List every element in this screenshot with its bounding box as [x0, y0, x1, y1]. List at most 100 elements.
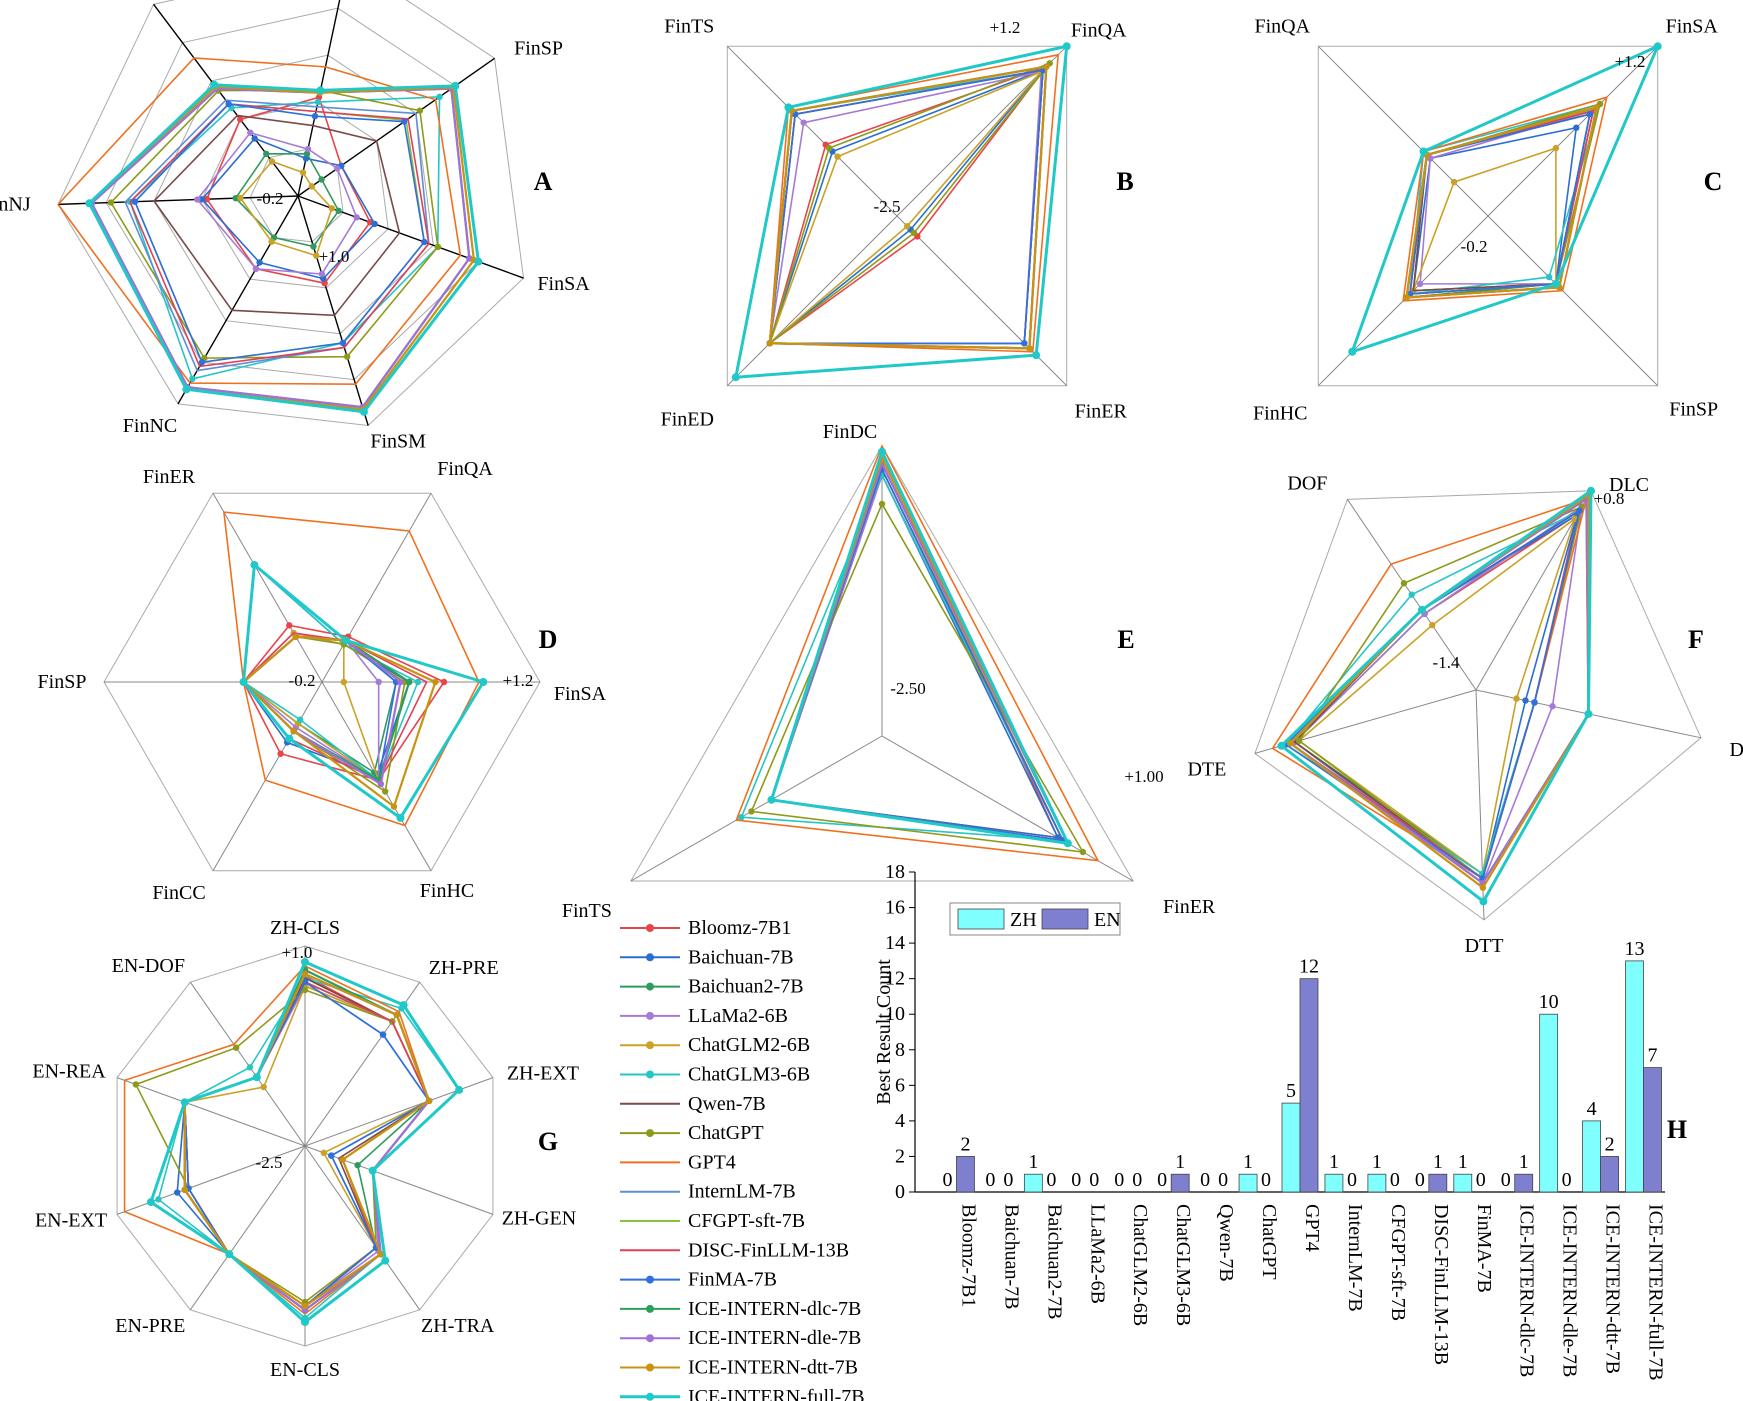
radar-panel-E: FinDC FinER FinTS -2.50 +1.00 E	[562, 421, 1216, 922]
bar-value-label: 1	[1372, 1151, 1382, 1173]
radar-point	[313, 252, 320, 259]
radar-point	[301, 986, 309, 994]
x-tick-label: LLaMa2-6B	[1086, 1204, 1108, 1304]
radar-series-ICE-INTERN-dlc-7B	[770, 460, 1070, 845]
radar-point	[393, 1011, 400, 1019]
radar-point	[416, 107, 424, 114]
radar-spoke	[1317, 45, 1489, 217]
bar-value-label: 0	[985, 1169, 995, 1191]
radar-series-Baichuan2-7B	[234, 152, 340, 248]
radar-axis-label: DTE	[1187, 758, 1226, 780]
legend-label: GPT4	[688, 1151, 736, 1173]
radar-series-ICE-INTERN-dlc-7B	[90, 87, 471, 409]
radar-point	[299, 169, 307, 176]
radar-point	[194, 196, 201, 203]
radar-axis-label: FinSP	[514, 37, 563, 59]
radar-spoke	[304, 1077, 494, 1147]
radar-series-Qwen-7B	[153, 114, 401, 317]
radar-point	[256, 259, 263, 266]
legend-label: ICE-INTERN-dtt-7B	[688, 1357, 858, 1379]
bar-value-label: 0	[1200, 1169, 1210, 1191]
radar-max-label: +1.0	[319, 247, 350, 266]
bar-legend: ZH EN	[949, 902, 1121, 936]
radar-axis-label: FinTS	[562, 900, 612, 922]
radar-spoke	[116, 1077, 306, 1147]
radar-min-label: -0.2	[257, 189, 284, 208]
radar-point	[286, 622, 293, 629]
radar-series-ICE-INTERN-dle-7B	[1288, 496, 1590, 885]
radar-point	[301, 970, 309, 978]
radar-series-GPT4	[1402, 96, 1608, 302]
radar-spoke	[58, 195, 299, 206]
radar-min-label: -1.4	[1433, 653, 1460, 672]
panel-letter-H: H	[1667, 1115, 1687, 1144]
radar-point	[1584, 709, 1593, 718]
radar-point	[250, 560, 259, 569]
radar-point	[354, 1161, 361, 1169]
radar-point	[1416, 280, 1424, 288]
panel-letter-F: F	[1688, 625, 1704, 654]
radar-point	[381, 1256, 390, 1265]
radar-axis-label: EN-REA	[32, 1061, 106, 1083]
radar-point	[371, 220, 378, 228]
radar-point	[246, 1064, 254, 1071]
y-tick-label: 6	[895, 1074, 905, 1096]
radar-point	[132, 1081, 140, 1088]
radar-axis-label: FinED	[661, 409, 714, 431]
radar-point	[910, 229, 918, 237]
radar-axis-label: DOF	[1287, 472, 1327, 494]
bar-ZH	[1453, 1173, 1473, 1193]
x-tick-label: ICE-INTERN-dlc-7B	[1516, 1204, 1538, 1377]
legend-marker	[646, 924, 654, 932]
legend-entry: CFGPT-sft-7B	[620, 1210, 805, 1232]
legend-label: ChatGPT	[688, 1122, 764, 1144]
radar-point	[731, 373, 740, 382]
radar-point	[1295, 737, 1303, 744]
legend-entry: ICE-INTERN-dlc-7B	[620, 1298, 861, 1320]
radar-point	[292, 633, 300, 640]
radar-point	[1429, 621, 1436, 629]
panel-letter-G: G	[538, 1127, 558, 1156]
bar-legend-label: EN	[1094, 909, 1121, 931]
radar-point	[379, 1031, 387, 1038]
radar-point	[1419, 147, 1428, 156]
legend-marker	[646, 1041, 654, 1050]
radar-point	[290, 727, 297, 735]
radar-point	[341, 636, 350, 645]
radar-panel-G: ZH-CLS ZH-PRE ZH-EXT ZH-GEN ZH-TRA EN-CLS EN-P…	[32, 917, 579, 1381]
bar-value-label: 0	[1390, 1169, 1400, 1191]
radar-series-GPT4	[57, 57, 462, 386]
radar-point	[738, 814, 745, 821]
legend-marker	[646, 1392, 654, 1401]
bar-ZH	[1324, 1173, 1344, 1193]
radar-point	[1408, 591, 1415, 598]
legend-entry: ChatGPT	[620, 1122, 764, 1144]
radar-grid-ring	[153, 54, 434, 335]
radar-point	[237, 194, 244, 202]
bar-legend-label: ZH	[1010, 909, 1037, 931]
radar-point	[285, 734, 294, 743]
radar-point	[314, 98, 322, 106]
radar-max-label: +1.0	[282, 943, 313, 962]
radar-max-label: +1.2	[990, 18, 1021, 37]
radar-point	[368, 1166, 377, 1175]
radar-point	[1479, 884, 1487, 891]
bar-EN	[1170, 1173, 1190, 1193]
legend-entry: DISC-FinLLM-13B	[620, 1239, 849, 1261]
radar-point	[1277, 741, 1286, 750]
bar-value-label: 0	[1089, 1169, 1099, 1191]
radar-axis-label: FinNC	[123, 415, 177, 437]
y-tick-label: 8	[895, 1039, 905, 1061]
radar-spoke	[177, 195, 299, 405]
radar-max-label: +1.2	[1615, 52, 1646, 71]
bar-value-label: 1	[1433, 1151, 1443, 1173]
radar-point	[421, 238, 428, 246]
bar-EN	[1643, 1067, 1662, 1193]
y-tick-label: 14	[885, 932, 905, 954]
radar-point	[311, 112, 319, 120]
radar-axis-label: ZH-PRE	[429, 957, 499, 979]
radar-panel-B: FinQA FinER FinED FinTS -2.5 +1.2 B	[661, 15, 1134, 430]
bar-value-label: 0	[1501, 1169, 1511, 1191]
radar-point	[434, 243, 442, 251]
radar-point	[1522, 697, 1529, 704]
